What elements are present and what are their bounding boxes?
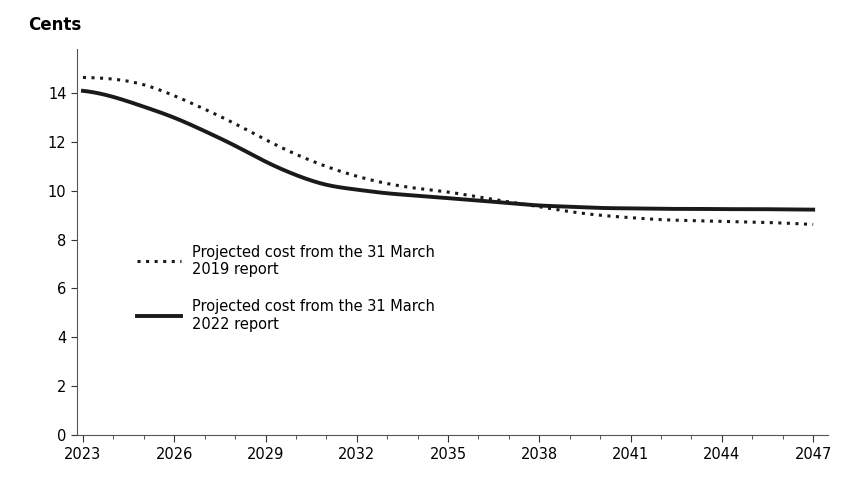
Legend: Projected cost from the 31 March
2019 report, Projected cost from the 31 March
2: Projected cost from the 31 March 2019 re…	[136, 245, 434, 331]
Text: Cents: Cents	[28, 16, 81, 34]
